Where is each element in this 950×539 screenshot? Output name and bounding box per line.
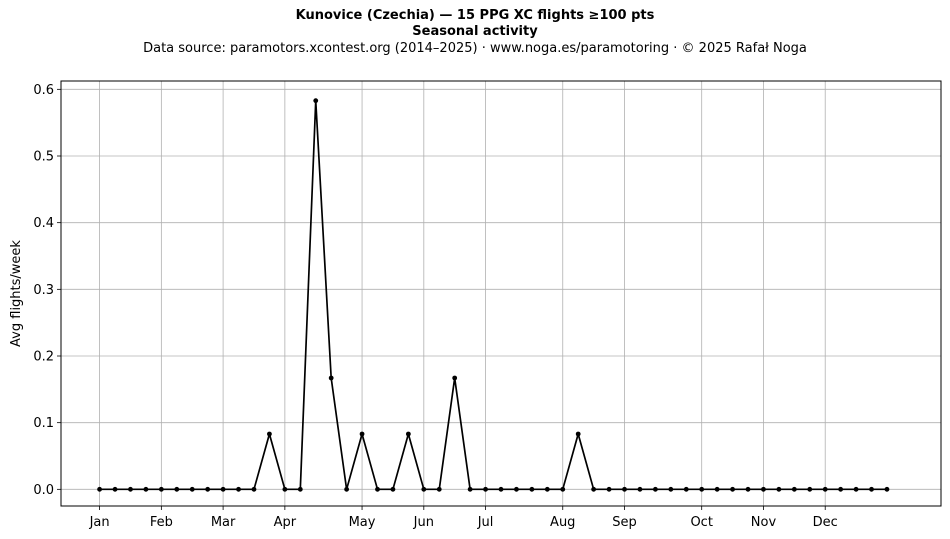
- data-point: [375, 486, 380, 492]
- data-point: [884, 486, 890, 492]
- data-point: [405, 431, 411, 437]
- plot-frame: [60, 80, 942, 507]
- data-point: [529, 486, 535, 492]
- data-point: [328, 375, 334, 381]
- chart-subtitle: Data source: paramotors.xcontest.org (20…: [143, 41, 807, 56]
- data-point: [807, 486, 813, 492]
- data-point: [267, 431, 272, 437]
- x-tick-label: Jan: [89, 515, 110, 530]
- x-tick-label: Oct: [690, 515, 712, 530]
- data-point: [220, 486, 226, 492]
- data-point: [869, 486, 874, 492]
- data-point: [699, 486, 705, 492]
- data-point: [483, 486, 488, 492]
- data-point: [390, 486, 396, 492]
- data-point: [344, 486, 350, 492]
- data-point: [313, 98, 319, 104]
- series-layer: [97, 98, 890, 492]
- x-tick-label: Jul: [477, 515, 494, 530]
- data-point: [714, 486, 720, 492]
- y-tick-label: 0.5: [33, 150, 54, 165]
- data-point: [297, 486, 303, 492]
- x-tick-label: Mar: [211, 515, 236, 530]
- data-point: [97, 486, 102, 492]
- data-point: [730, 486, 735, 492]
- data-point: [143, 486, 149, 492]
- data-point: [452, 375, 458, 381]
- data-point: [560, 486, 566, 492]
- y-axis: 0.0 0.1 0.2 0.3 0.4 0.5 0.6: [33, 83, 61, 498]
- data-point: [282, 486, 288, 492]
- data-point: [544, 486, 550, 492]
- data-point: [421, 486, 427, 492]
- data-point: [128, 486, 133, 492]
- data-point: [591, 486, 597, 492]
- x-tick-label: Sep: [612, 515, 637, 530]
- data-point: [514, 486, 519, 492]
- data-point: [761, 486, 766, 492]
- data-point: [853, 486, 859, 492]
- grid-lines: [61, 81, 941, 506]
- y-tick-label: 0.4: [33, 216, 54, 231]
- data-point: [359, 431, 365, 437]
- y-tick-label: 0.3: [33, 283, 54, 298]
- data-point: [251, 486, 257, 492]
- data-point: [158, 486, 164, 492]
- data-point: [205, 486, 211, 492]
- x-tick-label: Nov: [751, 515, 777, 530]
- y-tick-label: 0.0: [33, 483, 54, 498]
- data-point: [822, 486, 828, 492]
- data-point: [189, 486, 195, 492]
- data-point: [606, 486, 612, 492]
- data-point: [174, 486, 180, 492]
- y-tick-label: 0.2: [33, 350, 54, 365]
- x-tick-label: Feb: [150, 515, 173, 530]
- x-tick-label: May: [349, 515, 376, 530]
- data-point: [112, 486, 118, 492]
- data-point: [436, 486, 442, 492]
- data-point: [575, 431, 581, 437]
- data-point: [745, 486, 751, 492]
- x-tick-label: Jun: [413, 515, 434, 530]
- chart-title: Kunovice (Czechia) — 15 PPG XC flights ≥…: [295, 8, 655, 23]
- data-point: [498, 486, 504, 492]
- data-point: [622, 486, 627, 492]
- data-point: [652, 486, 658, 492]
- data-point: [637, 486, 643, 492]
- data-point: [791, 486, 797, 492]
- chart-title-line2: Seasonal activity: [412, 24, 538, 39]
- data-point: [467, 486, 473, 492]
- y-tick-label: 0.1: [33, 416, 54, 431]
- y-axis-label: Avg flights/week: [9, 240, 24, 347]
- x-axis: Jan Feb Mar Apr May Jun Jul Aug Sep Oct Nov Dec: [89, 506, 838, 530]
- data-point: [776, 486, 782, 492]
- data-point: [683, 486, 689, 492]
- data-point: [668, 486, 674, 492]
- series-line: [99, 99, 887, 491]
- x-tick-label: Dec: [813, 515, 838, 530]
- data-point: [838, 486, 844, 492]
- y-tick-label: 0.6: [33, 83, 54, 98]
- x-tick-label: Aug: [550, 515, 575, 530]
- chart-title-block: Kunovice (Czechia) — 15 PPG XC flights ≥…: [0, 8, 950, 58]
- x-tick-label: Apr: [274, 515, 297, 530]
- data-point: [236, 486, 241, 492]
